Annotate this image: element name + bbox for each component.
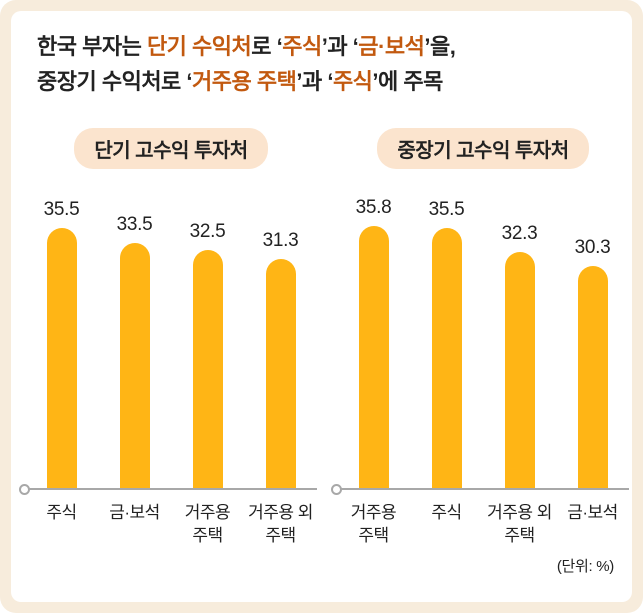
- bar-value-label: 31.3: [262, 230, 299, 251]
- bar-value-label: 35.8: [355, 197, 392, 218]
- bar-value-label: 33.5: [116, 214, 153, 235]
- category-label: 금·보석: [109, 503, 160, 522]
- bar: [577, 266, 608, 488]
- bar-column: 32.5: [172, 188, 244, 488]
- title-text: ’과 ‘: [321, 34, 359, 59]
- title-text: 중장기 수익처로 ‘: [37, 69, 193, 94]
- title-highlight: 주식: [332, 69, 373, 94]
- title-line-2: 중장기 수익처로 ‘거주용 주택’과 ‘주식’에 주목: [37, 64, 455, 99]
- bar-value-label: 35.5: [43, 199, 80, 220]
- title-text: ’과 ‘: [296, 69, 333, 94]
- title-highlight: 주식: [282, 34, 322, 59]
- bar: [46, 228, 77, 488]
- category-label: 주식: [46, 503, 77, 522]
- bar-column: 32.3: [484, 188, 556, 488]
- axis-origin-dot: [331, 484, 342, 495]
- bar: [192, 250, 223, 488]
- chart-title-wrap: 중장기 고수익 투자처: [337, 128, 629, 169]
- category-label: 거주용 주택: [350, 503, 397, 545]
- bar-column: 35.5: [26, 188, 98, 488]
- bar-column: 31.3: [245, 188, 317, 488]
- bar-value-label: 32.5: [189, 221, 226, 242]
- category-labels-long-term: 거주용 주택 주식 거주용 외 주택 금·보석: [337, 501, 629, 547]
- bar-value-label: 30.3: [574, 237, 611, 258]
- bar-value-label: 35.5: [428, 199, 465, 220]
- bars-area-short-term: 35.5 33.5 32.5 31.3: [19, 188, 317, 495]
- chart-long-term: 중장기 고수익 투자처 35.8 35.5 32.3 30.3: [331, 128, 629, 547]
- bar: [504, 252, 535, 488]
- bar: [431, 228, 462, 488]
- category-label: 거주용 외 주택: [248, 503, 313, 545]
- title-text: 로 ‘: [251, 34, 283, 59]
- title-text: ’에 주목: [372, 69, 443, 94]
- title-highlight: 단기 수익처: [146, 34, 252, 59]
- page-title: 한국 부자는 단기 수익처로 ‘주식’과 ‘금·보석’을, 중장기 수익처로 ‘…: [37, 29, 456, 99]
- title-text: 한국 부자는: [37, 34, 147, 59]
- category-label: 거주용 외 주택: [487, 503, 552, 545]
- bar: [265, 259, 296, 488]
- bar: [358, 226, 389, 488]
- category-labels-short-term: 주식 금·보석 거주용 주택 거주용 외 주택: [25, 501, 317, 547]
- category-label: 주식: [431, 503, 462, 522]
- category-label: 금·보석: [567, 503, 618, 522]
- bar: [119, 243, 150, 488]
- axis-origin-dot: [19, 484, 30, 495]
- bar-value-label: 32.3: [501, 223, 538, 244]
- chart-title-wrap: 단기 고수익 투자처: [25, 128, 317, 169]
- bar-column: 33.5: [99, 188, 171, 488]
- title-highlight: 금·보석: [358, 34, 425, 59]
- chart-title-short-term: 단기 고수익 투자처: [74, 128, 268, 169]
- chart-short-term: 단기 고수익 투자처 35.5 33.5 32.5 31.3: [19, 128, 317, 547]
- title-line-1: 한국 부자는 단기 수익처로 ‘주식’과 ‘금·보석’을,: [37, 29, 456, 64]
- bar-column: 30.3: [557, 188, 629, 488]
- category-label: 거주용 주택: [184, 503, 231, 545]
- title-text: ’을,: [424, 34, 456, 59]
- unit-label: (단위: %): [556, 558, 614, 575]
- title-highlight: 거주용 주택: [192, 69, 297, 94]
- bar-column: 35.5: [411, 188, 483, 488]
- chart-title-long-term: 중장기 고수익 투자처: [377, 128, 589, 169]
- content-card: 한국 부자는 단기 수익처로 ‘주식’과 ‘금·보석’을, 중장기 수익처로 ‘…: [11, 11, 632, 602]
- bars-area-long-term: 35.8 35.5 32.3 30.3: [331, 188, 629, 495]
- bar-column: 35.8: [338, 188, 410, 488]
